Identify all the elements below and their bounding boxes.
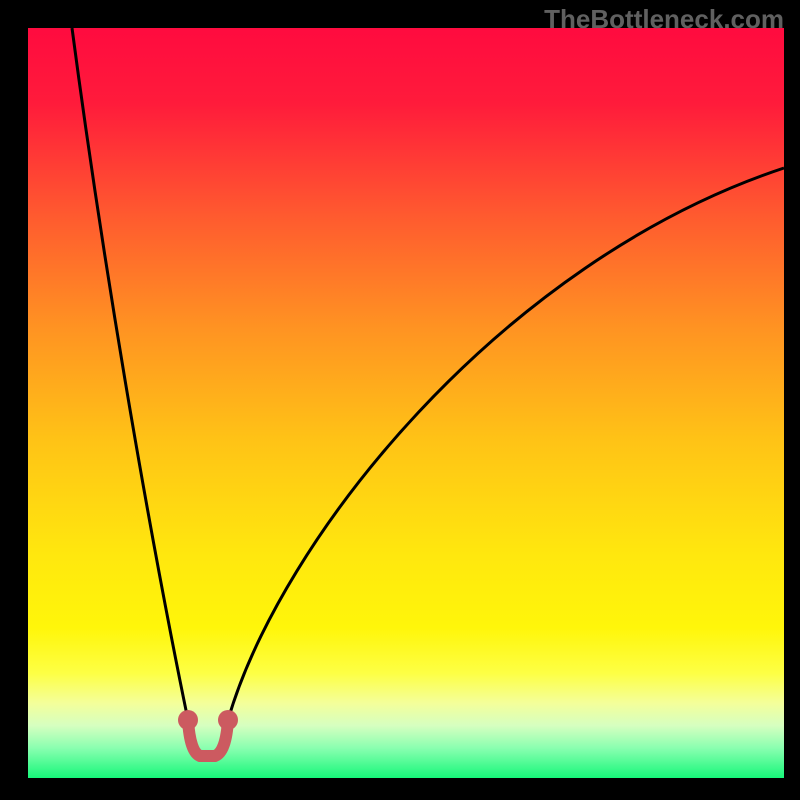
watermark-text: TheBottleneck.com	[544, 4, 784, 35]
plot-gradient-area	[28, 28, 784, 778]
marker-point-0	[178, 710, 198, 730]
bottleneck-chart	[0, 0, 800, 800]
marker-point-1	[218, 710, 238, 730]
